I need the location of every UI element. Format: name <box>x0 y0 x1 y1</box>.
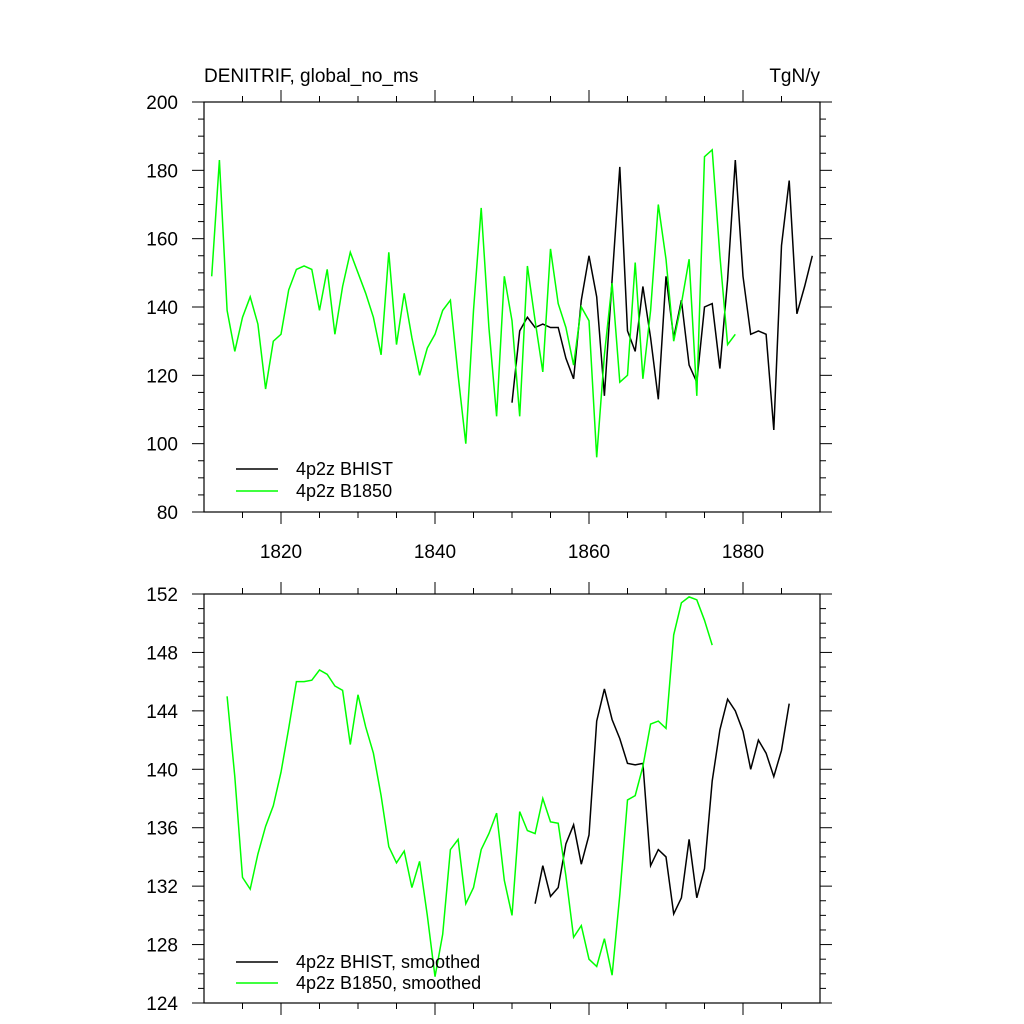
y-tick-label: 140 <box>146 760 178 781</box>
bottom-panel-series <box>226 596 790 977</box>
top-panel-ticks <box>192 90 832 524</box>
y-tick-label: 80 <box>157 503 178 524</box>
top-panel-frame <box>203 101 821 513</box>
series-line-4p2z-b1850-smoothed <box>226 596 713 977</box>
x-tick-label: 1880 <box>722 542 764 563</box>
top-panel-legend: 4p2z BHIST 4p2z B1850 <box>236 459 393 501</box>
y-tick-label: 128 <box>146 936 178 957</box>
y-tick-label: 144 <box>146 702 178 723</box>
x-tick-label: 1840 <box>414 542 456 563</box>
y-tick-label: 124 <box>146 994 178 1015</box>
y-tick-label: 180 <box>146 161 178 182</box>
series-line-4p2z-bhist <box>511 160 814 431</box>
series-line-4p2z-b1850 <box>210 148 736 458</box>
y-tick-label: 132 <box>146 877 178 898</box>
bottom-panel: 124 128 132 136 140 144 148 152 4p2z BHIST, smo… <box>146 582 832 1015</box>
bottom-panel-legend: 4p2z BHIST, smoothed 4p2z B1850, smoothe… <box>236 952 481 993</box>
top-panel-series <box>210 148 814 458</box>
top-panel-tick-labels: 1820 1840 1860 1880 80 100 120 140 160 180 200 <box>146 93 764 563</box>
top-panel-units: TgN/y <box>769 66 820 87</box>
legend-label-b1850-smoothed: 4p2z B1850, smoothed <box>296 973 481 993</box>
y-tick-label: 136 <box>146 819 178 840</box>
top-panel-title: DENITRIF, global_no_ms <box>204 66 418 87</box>
bottom-panel-tick-labels: 124 128 132 136 140 144 148 152 <box>146 585 178 1015</box>
legend-label-b1850: 4p2z B1850 <box>296 481 392 501</box>
y-tick-label: 140 <box>146 298 178 319</box>
legend-label-bhist: 4p2z BHIST <box>296 459 393 479</box>
bottom-panel-ticks <box>192 582 832 1015</box>
x-tick-label: 1860 <box>568 542 610 563</box>
y-tick-label: 160 <box>146 230 178 251</box>
x-tick-label: 1820 <box>260 542 302 563</box>
y-tick-label: 152 <box>146 585 178 606</box>
top-panel: DENITRIF, global_no_ms TgN/y 1820 1840 186… <box>146 66 832 563</box>
y-tick-label: 120 <box>146 366 178 387</box>
legend-label-bhist-smoothed: 4p2z BHIST, smoothed <box>296 952 480 972</box>
y-tick-label: 200 <box>146 93 178 114</box>
y-tick-label: 148 <box>146 643 178 664</box>
bottom-panel-frame <box>203 593 821 1004</box>
y-tick-label: 100 <box>146 435 178 456</box>
series-line-4p2z-bhist-smoothed <box>534 688 790 917</box>
